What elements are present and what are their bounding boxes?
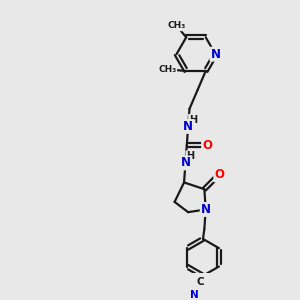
Text: CH₃: CH₃ xyxy=(168,21,186,30)
Text: N: N xyxy=(201,203,211,216)
Text: N: N xyxy=(190,290,199,300)
Text: N: N xyxy=(180,157,190,169)
Text: O: O xyxy=(214,168,224,182)
Text: H: H xyxy=(186,151,194,161)
Text: O: O xyxy=(202,139,212,152)
Text: H: H xyxy=(189,115,197,125)
Text: CH₃: CH₃ xyxy=(158,65,176,74)
Text: N: N xyxy=(210,48,220,61)
Text: C: C xyxy=(196,277,204,287)
Text: N: N xyxy=(183,120,193,133)
